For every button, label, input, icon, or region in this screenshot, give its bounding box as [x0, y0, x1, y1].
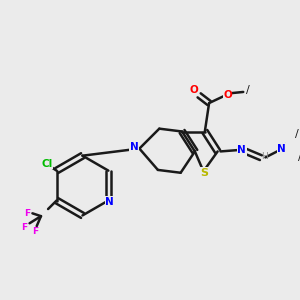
Text: F: F	[32, 227, 38, 236]
Text: F: F	[24, 209, 30, 218]
Text: O: O	[223, 89, 232, 100]
Text: /: /	[296, 129, 299, 139]
Text: /: /	[246, 85, 249, 95]
Text: /: /	[298, 152, 300, 162]
Text: O: O	[189, 85, 198, 95]
Text: S: S	[200, 168, 208, 178]
Text: N: N	[277, 144, 286, 154]
Text: Cl: Cl	[41, 158, 52, 169]
Text: N: N	[238, 145, 246, 155]
Text: H: H	[261, 152, 268, 161]
Text: F: F	[21, 223, 27, 232]
Text: N: N	[130, 142, 139, 152]
Text: N: N	[105, 197, 114, 207]
